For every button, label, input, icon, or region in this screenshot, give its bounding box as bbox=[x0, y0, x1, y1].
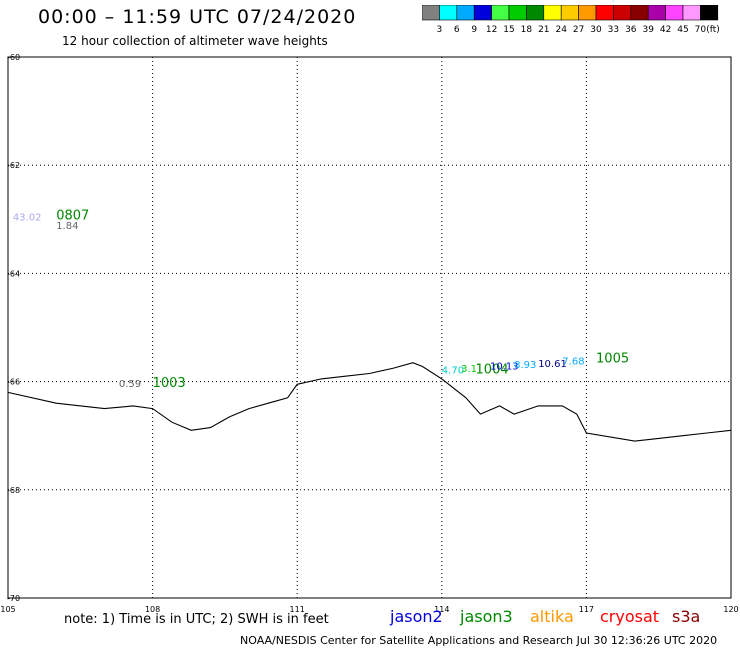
wave-label: 10.61 bbox=[538, 359, 567, 370]
y-tick-label: -64 bbox=[7, 269, 20, 278]
colorbar-swatch bbox=[700, 5, 719, 21]
colorbar-unit: (ft) bbox=[706, 25, 720, 35]
coastline bbox=[7, 362, 732, 442]
colorbar-label: 12 bbox=[486, 25, 497, 35]
colorbar-label: 24 bbox=[555, 25, 567, 35]
x-tick-label: 120 bbox=[723, 605, 738, 614]
wave-label: 1003 bbox=[153, 376, 186, 391]
note-text: note: 1) Time is in UTC; 2) SWH is in fe… bbox=[64, 612, 329, 627]
y-tick-label: -70 bbox=[7, 594, 20, 603]
y-tick-label: -62 bbox=[7, 161, 20, 170]
wave-label: 3.1 bbox=[461, 364, 477, 375]
legend-altika: altika bbox=[530, 607, 574, 626]
colorbar-label: 70 bbox=[695, 25, 707, 35]
legend-jason3: jason3 bbox=[460, 607, 513, 626]
legend-cryosat: cryosat bbox=[600, 607, 660, 626]
colorbar-label: 45 bbox=[677, 25, 688, 35]
wave-height-colorbar: 3 6 9 12 15 18 21 24 27 30 33 36 39 42 45 70 (ft) bbox=[422, 5, 720, 35]
y-tick-label: -68 bbox=[7, 486, 20, 495]
colorbar-label: 39 bbox=[642, 25, 654, 35]
colorbar-label: 15 bbox=[503, 25, 514, 35]
colorbar-label: 42 bbox=[660, 25, 671, 35]
wave-label: 1005 bbox=[596, 352, 629, 367]
legend-jason2: jason2 bbox=[390, 607, 443, 626]
wave-label: 10.13 bbox=[490, 362, 519, 373]
colorbar-label: 30 bbox=[590, 25, 602, 35]
colorbar-label: 21 bbox=[538, 25, 549, 35]
colorbar-label: 6 bbox=[454, 25, 460, 35]
map-subtitle: 12 hour collection of altimeter wave hei… bbox=[62, 34, 328, 48]
map-frame bbox=[7, 56, 732, 599]
x-tick-label: 108 bbox=[145, 605, 160, 614]
wave-label: 43.02 bbox=[13, 212, 42, 223]
colorbar-label: 27 bbox=[573, 25, 584, 35]
wave-label: 0.59 bbox=[119, 379, 141, 390]
colorbar-label: 3 bbox=[437, 25, 443, 35]
colorbar-label: 36 bbox=[625, 25, 637, 35]
colorbar-label: 33 bbox=[608, 25, 619, 35]
x-tick-label: 111 bbox=[290, 605, 305, 614]
wave-label: 8.93 bbox=[514, 360, 536, 371]
y-tick-label: -60 bbox=[7, 53, 20, 62]
colorbar-label: 18 bbox=[521, 25, 533, 35]
wave-label: 1004 bbox=[476, 362, 509, 377]
map-title: 00:00 – 11:59 UTC 07/24/2020 bbox=[38, 6, 357, 28]
wave-label: 7.68 bbox=[562, 356, 584, 367]
y-tick-label: -66 bbox=[7, 378, 20, 387]
x-tick-label: 105 bbox=[0, 605, 15, 614]
wave-label: 1.84 bbox=[56, 221, 78, 232]
footer-credit: NOAA/NESDIS Center for Satellite Applica… bbox=[240, 634, 718, 647]
wave-label: 4.70 bbox=[442, 365, 464, 376]
wave-label: 0807 bbox=[56, 208, 89, 223]
legend-s3a: s3a bbox=[672, 607, 701, 626]
colorbar-label: 9 bbox=[471, 25, 477, 35]
x-tick-label: 117 bbox=[579, 605, 594, 614]
x-tick-label: 114 bbox=[434, 605, 449, 614]
